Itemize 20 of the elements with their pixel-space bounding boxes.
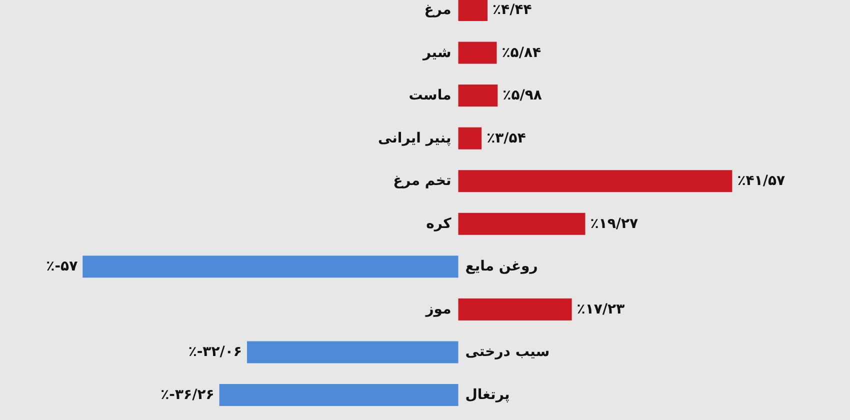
data-label: ٪-۳۶/۲۶	[160, 387, 214, 403]
data-label: ٪۵/۹۸	[502, 88, 542, 104]
y-tick-label: تخم مرغ	[393, 173, 452, 190]
y-tick-label: ماست	[408, 88, 452, 104]
data-label: ٪-۵۷	[46, 258, 78, 275]
data-label: ٪۱۷/۲۳	[576, 301, 626, 318]
data-label: ٪۵/۸۴	[502, 44, 542, 61]
y-tick-label: کره	[426, 216, 452, 232]
y-tick-label: پنیر ایرانی	[378, 130, 452, 146]
y-tick-label: مرغ	[424, 2, 452, 18]
data-label: ٪۴/۴۴	[492, 2, 532, 18]
y-tick-label: موز	[424, 301, 452, 318]
data-label: ٪-۳۲/۰۶	[188, 344, 242, 360]
data-label: ٪۴۱/۵۷	[737, 173, 786, 190]
y-tick-label: روغن مایع	[465, 258, 538, 275]
data-label: ٪۱۹/۲۷	[590, 216, 639, 232]
data-label: ٪۳/۵۴	[486, 130, 526, 146]
y-tick-label: سیب درختی	[465, 344, 550, 360]
y-tick-label: پرتغال	[465, 387, 510, 403]
y-tick-label: شیر	[422, 44, 452, 61]
